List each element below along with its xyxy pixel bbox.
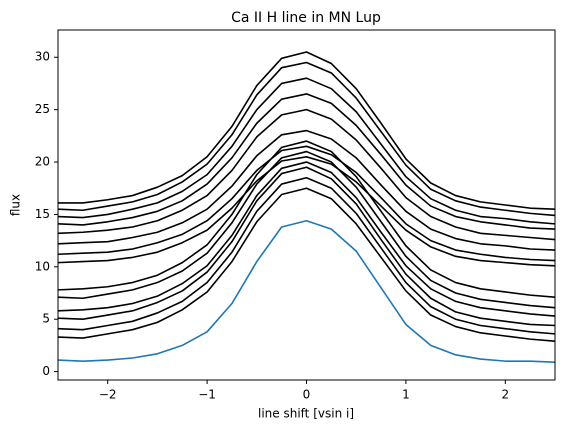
data-line — [57, 161, 556, 317]
data-line — [58, 51, 556, 210]
data-line — [57, 108, 556, 241]
plot-area — [57, 51, 556, 363]
y-tick-label: 10 — [35, 259, 50, 273]
x-axis-label: line shift [vsin i] — [258, 407, 354, 421]
data-line — [57, 150, 556, 309]
data-line — [57, 176, 556, 335]
y-axis-label: flux — [9, 194, 23, 216]
data-line — [57, 219, 556, 363]
x-tick-label: −2 — [99, 388, 117, 402]
chart-title: Ca II H line in MN Lup — [231, 10, 381, 26]
y-tick-label: 5 — [42, 312, 50, 326]
y-tick-label: 0 — [42, 364, 50, 378]
data-line — [57, 129, 556, 251]
y-tick-label: 20 — [35, 155, 50, 169]
data-line — [57, 93, 556, 230]
x-tick-label: 0 — [303, 388, 311, 402]
y-tick-label: 30 — [35, 50, 50, 64]
x-tick-label: −1 — [198, 388, 216, 402]
y-tick-label: 15 — [35, 207, 50, 221]
data-line — [57, 187, 556, 343]
data-line — [57, 140, 556, 299]
data-line — [57, 156, 556, 267]
y-tick-label: 25 — [35, 102, 50, 116]
data-line — [57, 77, 556, 225]
x-tick-label: 1 — [402, 388, 410, 402]
data-line — [57, 166, 556, 327]
plot-frame — [57, 29, 556, 381]
x-tick-label: 2 — [501, 388, 509, 402]
data-line — [57, 61, 556, 217]
data-line — [57, 145, 556, 262]
